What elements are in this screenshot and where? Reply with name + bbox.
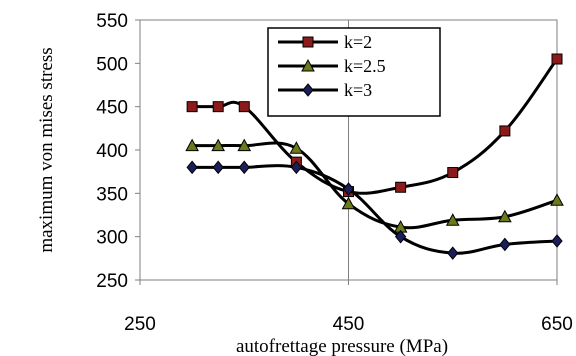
y-tick-label: 400 bbox=[96, 141, 128, 162]
x-tick-label: 450 bbox=[333, 314, 365, 335]
data-point-k-2 bbox=[447, 167, 459, 179]
data-point-k-3 bbox=[447, 246, 459, 260]
legend-label: k=2.5 bbox=[344, 56, 386, 76]
data-point-k-2-5 bbox=[498, 209, 512, 223]
series-line-k-3 bbox=[192, 164, 558, 255]
y-axis-title: maximum von mises stress bbox=[36, 47, 57, 252]
data-point-k-3 bbox=[290, 160, 303, 175]
legend-marker bbox=[302, 36, 314, 48]
x-tick-labels: 250 450 650 bbox=[124, 314, 573, 335]
data-point-k-3 bbox=[212, 160, 224, 175]
legend-marker bbox=[301, 58, 315, 72]
axes bbox=[135, 19, 558, 285]
data-point-k-2 bbox=[551, 53, 563, 65]
data-point-k-2-5 bbox=[185, 138, 199, 152]
y-tick-label: 500 bbox=[96, 54, 128, 75]
y-tick-label: 300 bbox=[96, 228, 128, 249]
legend: k=2 k=2.5 k=3 bbox=[267, 27, 441, 117]
data-point-k-2 bbox=[238, 101, 250, 113]
legend-label: k=2 bbox=[344, 32, 372, 52]
data-point-k-3 bbox=[394, 229, 407, 244]
legend-label: k=3 bbox=[344, 80, 372, 100]
data-point-k-2 bbox=[186, 101, 198, 113]
x-axis-title: autofrettage pressure (MPa) bbox=[236, 336, 448, 356]
series-lines bbox=[185, 53, 564, 260]
data-point-k-3 bbox=[551, 234, 563, 248]
series-k-3 bbox=[186, 160, 563, 260]
y-tick-label: 450 bbox=[96, 98, 128, 119]
data-point-k-2-5 bbox=[341, 196, 356, 210]
data-point-k-2-5 bbox=[550, 193, 564, 206]
data-point-k-3 bbox=[186, 160, 198, 175]
y-tick-label: 250 bbox=[96, 271, 128, 292]
data-point-k-2 bbox=[212, 101, 224, 113]
data-point-k-2-5 bbox=[237, 138, 252, 152]
x-tick-label: 650 bbox=[541, 314, 573, 335]
data-point-k-2-5 bbox=[445, 213, 460, 226]
y-tick-labels: 250 300 350 400 450 500 550 bbox=[96, 11, 128, 292]
data-point-k-3 bbox=[342, 182, 355, 196]
series-k-2-5 bbox=[185, 138, 564, 233]
data-point-k-2-5 bbox=[289, 141, 304, 154]
data-point-k-3 bbox=[238, 160, 250, 175]
data-point-k-2-5 bbox=[211, 138, 226, 152]
data-point-k-2 bbox=[395, 181, 407, 193]
data-point-k-2 bbox=[499, 125, 511, 137]
data-point-k-3 bbox=[499, 237, 511, 252]
legend-marker bbox=[302, 83, 314, 97]
x-tick-label: 250 bbox=[124, 314, 156, 335]
y-tick-label: 350 bbox=[96, 184, 128, 205]
y-tick-label: 550 bbox=[96, 11, 128, 32]
